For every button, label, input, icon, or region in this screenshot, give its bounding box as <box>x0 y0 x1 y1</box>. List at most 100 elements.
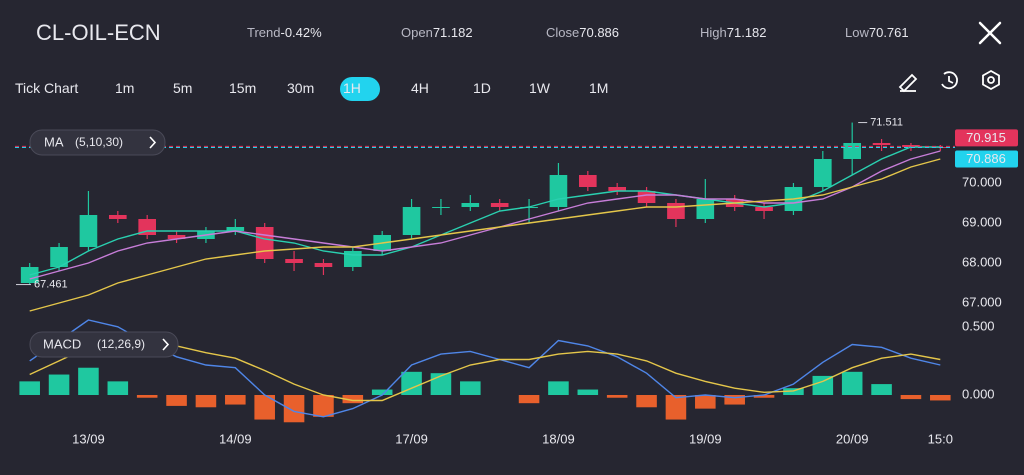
stat-value: 70.886 <box>579 25 619 40</box>
stat-value: 71.182 <box>727 25 767 40</box>
candle-body <box>461 203 480 207</box>
y-tick-label: 70.000 <box>962 174 1002 189</box>
candle-body <box>490 203 509 207</box>
ma-legend[interactable] <box>29 129 166 156</box>
y-tick-label: 0.000 <box>962 386 995 401</box>
candle-body <box>226 227 245 231</box>
candle-body <box>50 247 68 267</box>
histogram-bar <box>78 367 99 395</box>
price-tag-label: 70.915 <box>966 130 1006 145</box>
timeframe-button[interactable]: 1W <box>529 80 551 96</box>
histogram-bar <box>753 395 775 398</box>
histogram-bar <box>606 395 628 398</box>
series-line <box>29 339 941 402</box>
histogram-bar <box>900 395 922 400</box>
candle-body <box>167 235 186 239</box>
stat-value: 70.761 <box>869 25 909 40</box>
histogram-bar <box>342 395 364 404</box>
candle-body <box>255 227 274 259</box>
candle-body <box>579 175 597 187</box>
histogram-bar <box>313 395 334 417</box>
close-button[interactable] <box>978 21 1002 45</box>
ma-legend-name: MA <box>44 134 64 149</box>
stat: Trend-0.42% <box>247 25 322 40</box>
price-tag <box>955 150 1018 168</box>
price-tag-label: 70.886 <box>966 151 1006 166</box>
stat-label: Trend <box>247 25 280 40</box>
candle-body <box>402 207 421 235</box>
candle-body <box>755 207 773 211</box>
histogram-bar <box>577 389 599 395</box>
timeframe-button[interactable]: 1D <box>473 80 491 96</box>
histogram-bar <box>548 381 569 395</box>
active-pill <box>340 77 380 101</box>
stat-label: Open <box>401 25 433 40</box>
histogram-bar <box>460 381 481 395</box>
macd-legend-params: (12,26,9) <box>97 337 145 351</box>
stat-value: -0.42% <box>280 25 322 40</box>
macd-legend-name: MACD <box>43 336 81 351</box>
histogram-bar <box>166 395 187 406</box>
candle-body <box>696 199 715 219</box>
histogram-bar <box>871 384 892 395</box>
candle-body <box>109 215 127 219</box>
ma-legend-params: (5,10,30) <box>75 135 123 149</box>
stat-label: Low <box>845 25 869 40</box>
x-tick-label: 13/09 <box>72 431 105 446</box>
candle-body <box>285 259 303 263</box>
settings-button[interactable] <box>982 69 1000 91</box>
histogram-bar <box>518 395 540 404</box>
histogram-bar <box>225 395 246 405</box>
candle-body <box>432 207 450 208</box>
timeframe-button[interactable]: 1m <box>115 80 134 96</box>
candle-body <box>637 191 656 203</box>
y-tick-label: 0.500 <box>962 318 995 333</box>
histogram-bar <box>195 395 217 408</box>
history-button[interactable] <box>941 71 958 90</box>
y-tick-label: 68.000 <box>962 254 1002 269</box>
x-tick-label: 20/09 <box>836 431 869 446</box>
histogram-bar <box>371 389 393 395</box>
stat: Open71.182 <box>401 25 473 40</box>
timeframe-button[interactable]: 5m <box>173 80 192 96</box>
stat: Low70.761 <box>845 25 909 40</box>
histogram-bar <box>841 371 863 395</box>
candle-body <box>872 143 891 145</box>
histogram-bar <box>930 395 951 401</box>
candle-body <box>20 267 39 283</box>
timeframe-button[interactable]: 15m <box>229 80 256 96</box>
timeframe-button[interactable]: 4H <box>411 80 429 96</box>
histogram-bar <box>19 381 40 395</box>
timeframe-button[interactable]: 1M <box>589 80 608 96</box>
timeframe-button[interactable]: 1H <box>343 80 361 96</box>
candle-body <box>344 251 362 267</box>
timeframe-button[interactable]: 30m <box>287 80 314 96</box>
timeframe-button[interactable]: Tick Chart <box>15 80 78 96</box>
stat: Close70.886 <box>546 25 619 40</box>
stat-value: 71.182 <box>433 25 473 40</box>
price-tag <box>955 129 1018 147</box>
x-tick-label: 17/09 <box>395 431 428 446</box>
draw-button[interactable] <box>898 73 918 93</box>
stat-label: Close <box>546 25 579 40</box>
y-tick-label: 69.000 <box>962 214 1002 229</box>
histogram-bar <box>812 375 834 395</box>
x-tick-label: 18/09 <box>542 431 575 446</box>
histogram-bar <box>283 395 305 423</box>
y-tick-label: 67.000 <box>962 294 1002 309</box>
symbol-title: CL-OIL-ECN <box>36 20 161 45</box>
annotation-label: 71.511 <box>870 116 903 128</box>
macd-legend[interactable] <box>29 331 179 358</box>
candle-body <box>814 159 832 187</box>
histogram-bar <box>136 395 158 398</box>
histogram-bar <box>724 395 745 405</box>
candle-body <box>79 215 98 247</box>
series-line <box>29 319 941 418</box>
stat: High71.182 <box>700 25 767 40</box>
annotation-label: 67.461 <box>34 278 68 290</box>
histogram-bar <box>695 395 716 409</box>
series-line <box>29 158 941 312</box>
histogram-bar <box>636 395 657 408</box>
